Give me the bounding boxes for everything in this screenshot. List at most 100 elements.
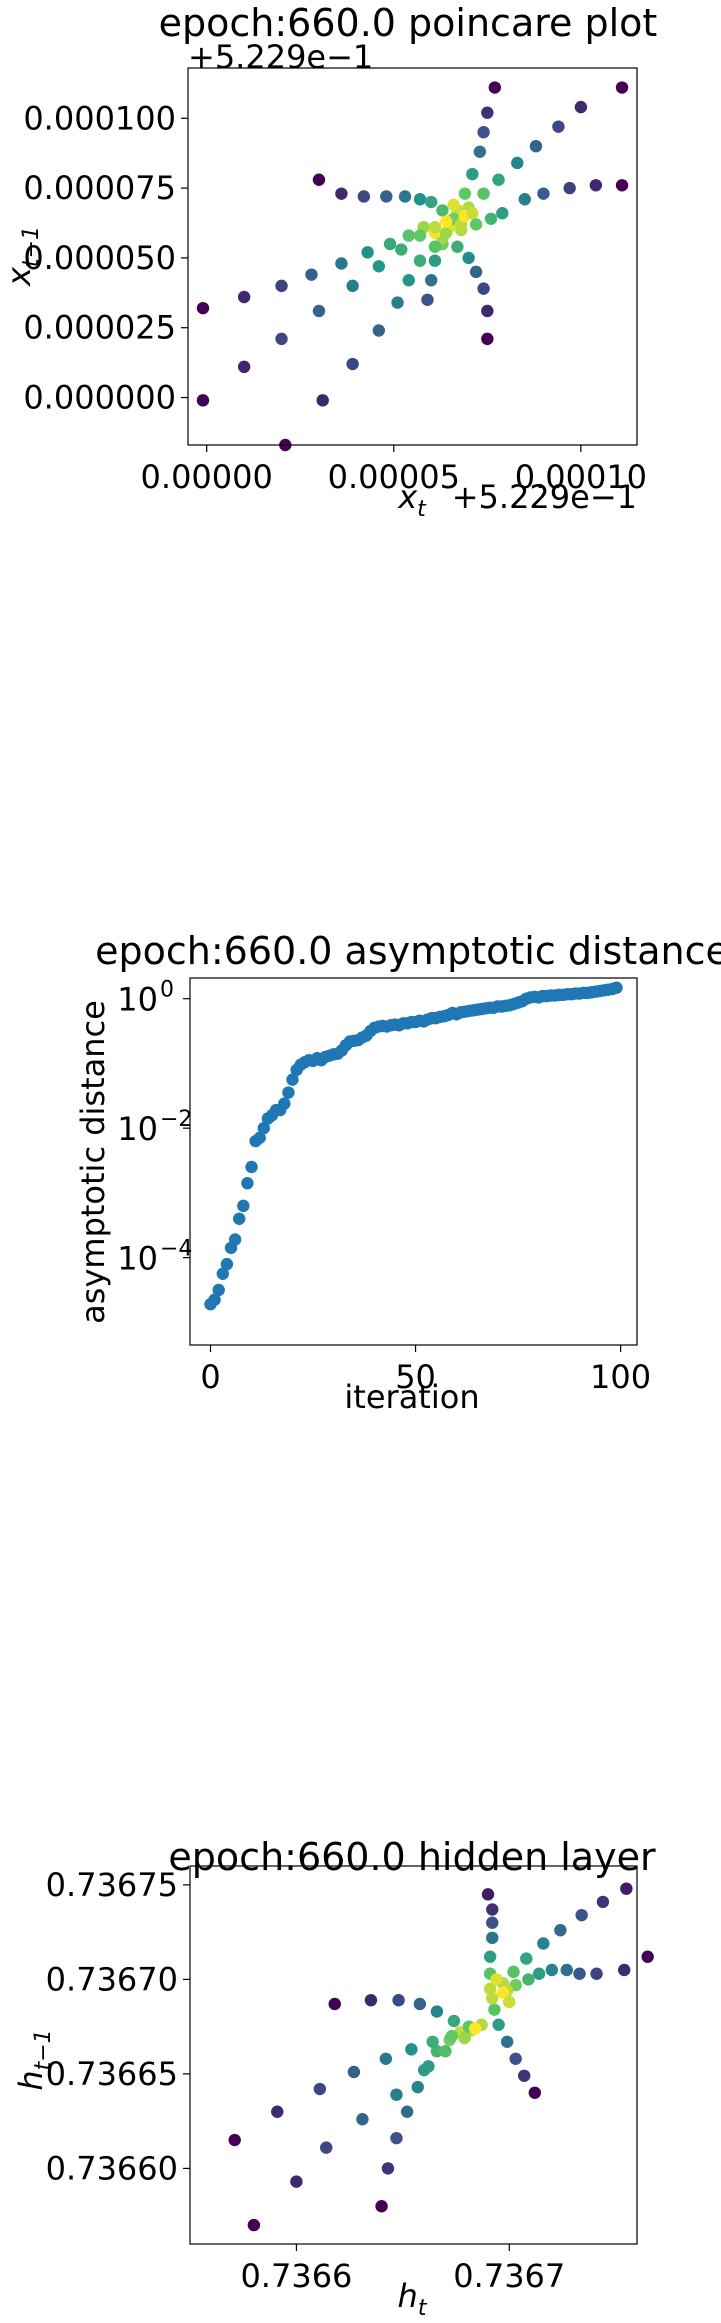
data-point: [428, 254, 442, 267]
x-offset-label: +5.229e−1: [452, 478, 637, 516]
data-point: [537, 187, 550, 200]
data-point: [405, 2043, 418, 2056]
y-axis-label: ht−1: [12, 2029, 56, 2090]
data-point: [509, 2052, 522, 2065]
data-point: [483, 1982, 497, 1996]
data-point: [312, 173, 326, 186]
data-point: [402, 274, 415, 287]
data-point: [496, 207, 509, 220]
data-point: [500, 2035, 514, 2048]
x-tick-label: 50: [395, 1358, 436, 1396]
scatter-points: [204, 981, 623, 1311]
data-point: [439, 226, 453, 239]
data-point: [361, 246, 374, 259]
data-point: [596, 1895, 610, 1909]
data-point: [575, 1908, 588, 1922]
data-point: [196, 394, 210, 407]
data-point: [610, 981, 623, 994]
data-point: [532, 1967, 546, 1980]
data-point: [641, 1950, 654, 1963]
data-point: [425, 195, 438, 209]
data-point: [278, 1097, 291, 1110]
data-point: [375, 2200, 388, 2213]
data-point: [554, 1924, 567, 1937]
y-axis-label: xt−1: [0, 226, 44, 287]
y-tick-exponent: −2: [160, 1107, 192, 1132]
data-point: [383, 237, 397, 251]
data-point: [620, 1882, 633, 1895]
data-point: [507, 1965, 520, 1979]
data-point: [496, 1986, 510, 1999]
data-point: [413, 1997, 427, 2011]
data-point: [520, 1952, 533, 1965]
data-point: [447, 2014, 461, 2028]
plot-frame: [189, 1865, 638, 2245]
data-point: [356, 2113, 369, 2126]
data-point: [425, 274, 438, 287]
data-point: [486, 1903, 499, 1916]
data-point: [411, 2080, 424, 2094]
data-point: [413, 229, 427, 242]
data-point: [379, 2052, 393, 2065]
data-point: [483, 1950, 497, 1963]
data-point: [380, 190, 393, 203]
data-point: [346, 357, 359, 371]
data-point: [462, 251, 475, 265]
data-point: [426, 2035, 439, 2048]
chart-hidden-layer: epoch:660.0 hidden layer 0.736600.736650…: [12, 1835, 656, 2321]
data-point: [517, 2069, 531, 2082]
data-point: [390, 2088, 403, 2101]
data-point: [253, 1131, 266, 1145]
data-point: [481, 106, 494, 119]
data-point: [486, 1992, 499, 2005]
y-tick-exponent: −4: [160, 1237, 192, 1262]
x-ticks: 0 50 100: [200, 1345, 651, 1396]
data-point: [492, 2018, 505, 2031]
y-tick-label: 0.000075: [23, 169, 176, 207]
data-point: [212, 1283, 225, 1297]
data-point: [458, 2031, 471, 2045]
y-tick-label: 0.73665: [46, 2055, 178, 2093]
data-point: [392, 1993, 405, 2007]
data-point: [228, 1233, 242, 1246]
data-point: [398, 190, 412, 203]
data-point: [335, 187, 348, 200]
x-tick-label: 0.00005: [328, 458, 460, 496]
data-point: [529, 139, 543, 153]
data-point: [430, 2005, 444, 2018]
data-point: [490, 1973, 503, 1986]
data-point: [545, 1963, 559, 1977]
data-point: [477, 282, 490, 295]
data-point: [381, 2162, 395, 2175]
data-point: [237, 290, 251, 304]
data-point: [357, 190, 371, 203]
plot-frame: [189, 977, 638, 1346]
chart-title: epoch:660.0 asymptotic distance: [95, 929, 721, 973]
data-point: [271, 2105, 284, 2118]
data-point: [430, 2045, 444, 2058]
data-point: [390, 2131, 403, 2145]
y-ticks: 0.73660 0.73665 0.73670 0.73675: [46, 1866, 190, 2187]
data-point: [316, 394, 329, 407]
data-point: [428, 220, 442, 234]
y-tick-label: 10: [117, 981, 158, 1019]
data-point: [537, 1937, 550, 1950]
data-point: [589, 179, 603, 192]
scatter-points: [228, 1882, 654, 2232]
x-axis-label: ht: [398, 2277, 428, 2321]
data-point: [447, 198, 460, 212]
data-point: [413, 254, 427, 267]
data-point: [402, 229, 415, 242]
data-point: [466, 207, 479, 220]
data-point: [488, 2003, 501, 2016]
data-point: [445, 2029, 459, 2043]
data-point: [439, 2045, 452, 2058]
scatter-points: [196, 81, 629, 452]
data-point: [237, 360, 251, 374]
data-point: [469, 218, 483, 231]
y-tick-label: 0.73660: [46, 2149, 178, 2187]
data-point: [574, 100, 588, 114]
chart-asymptotic-distance: epoch:660.0 asymptotic distance 10−410−2…: [74, 929, 721, 1416]
data-point: [282, 1086, 295, 1099]
